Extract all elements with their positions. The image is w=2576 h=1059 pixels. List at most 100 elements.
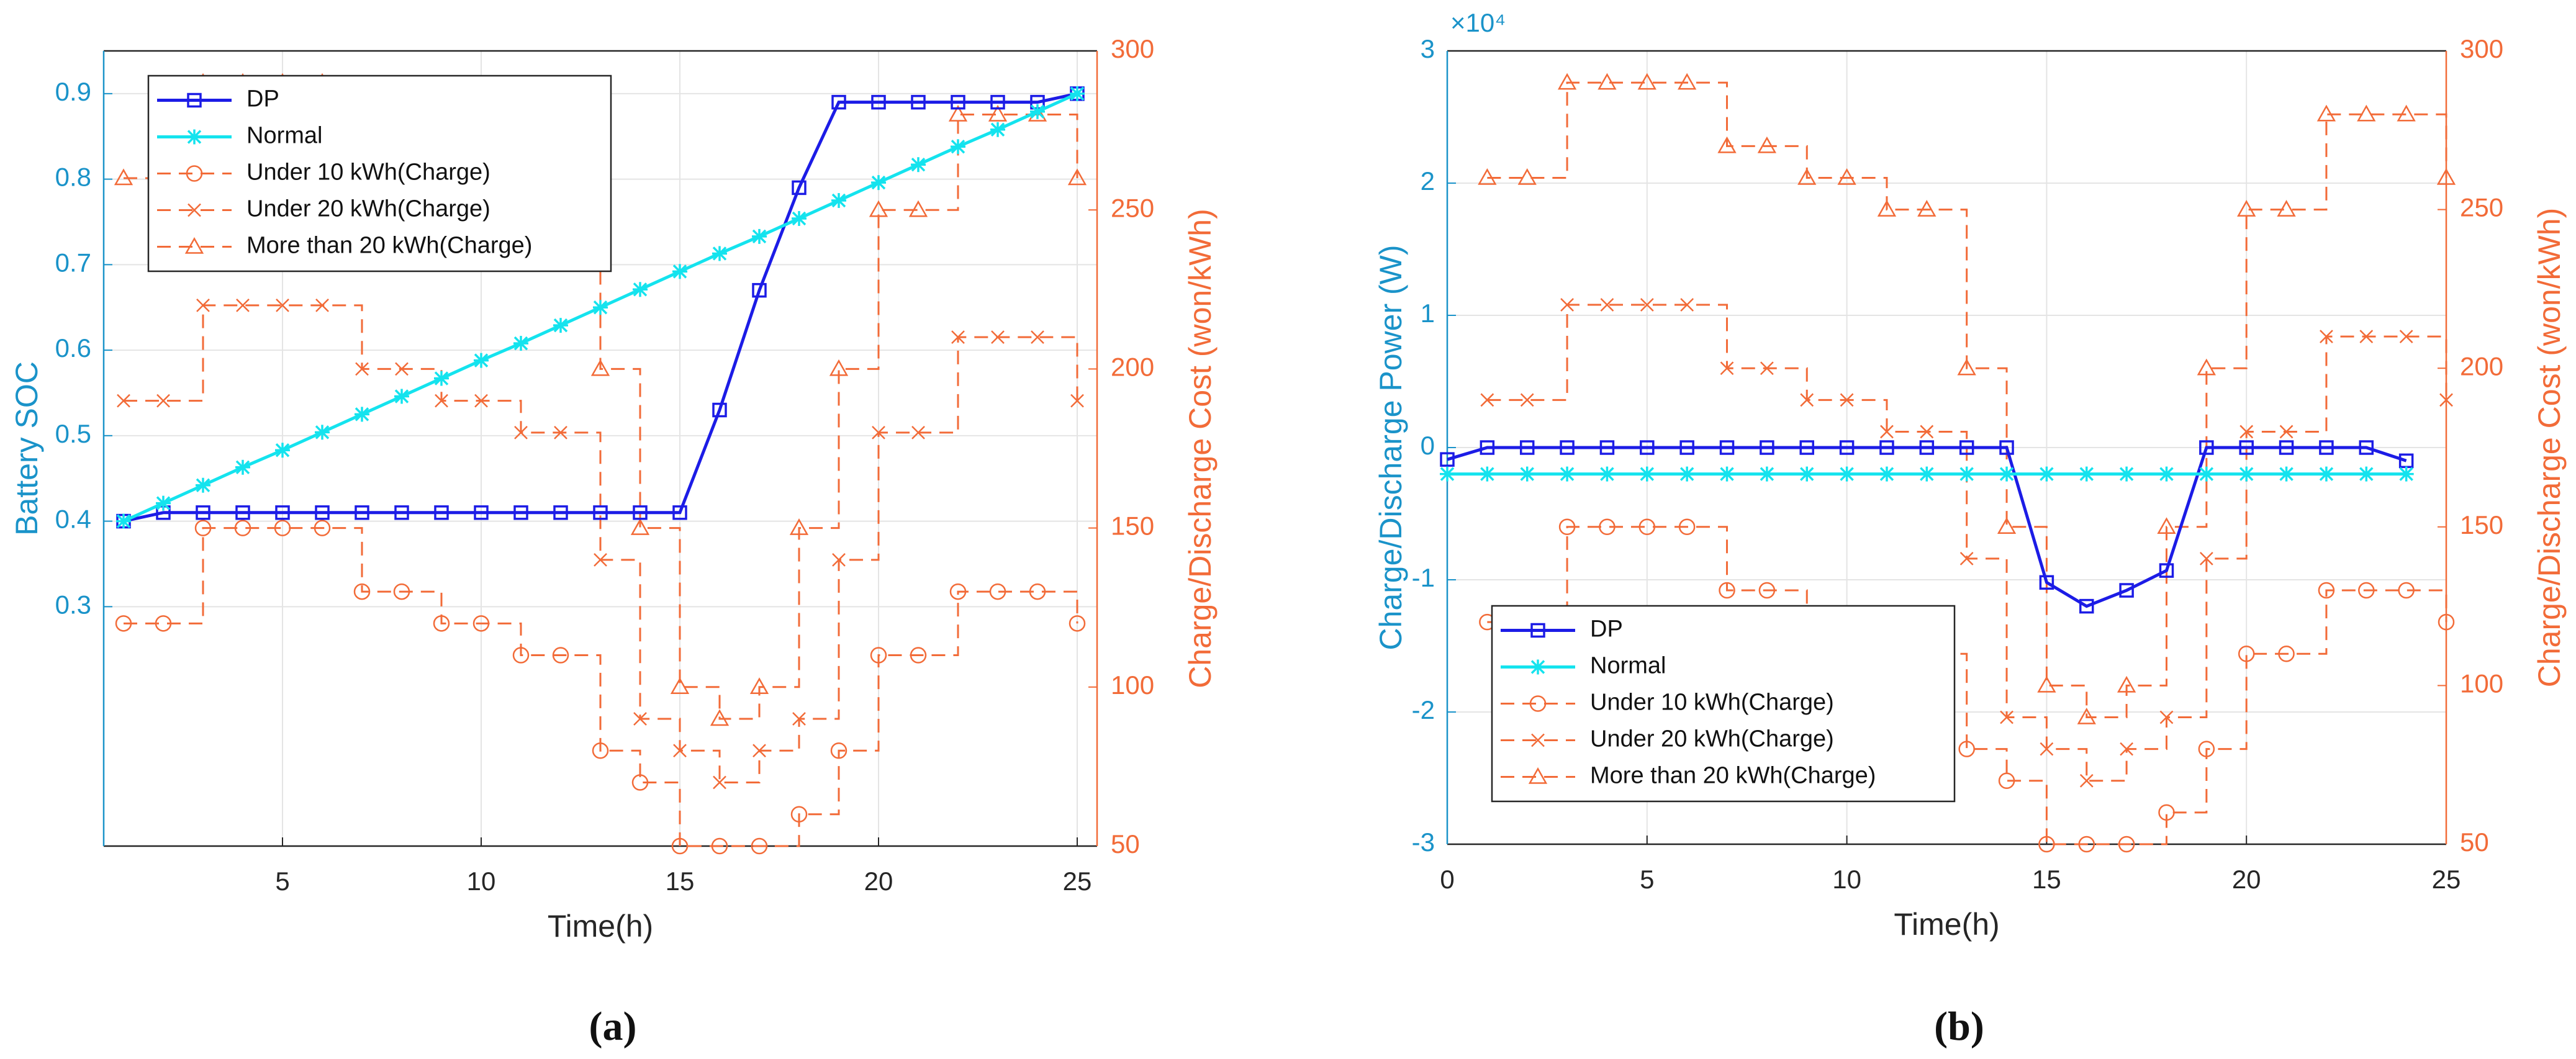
marker-circle	[2278, 646, 2295, 662]
marker-star	[633, 282, 648, 297]
marker-star	[1070, 86, 1085, 101]
marker-circle	[1998, 772, 2015, 790]
y-axis-label: Battery SOC	[9, 361, 44, 536]
marker-circle	[353, 583, 371, 600]
marker-x	[752, 744, 766, 758]
marker-circle	[194, 520, 212, 536]
marker-star	[2079, 466, 2094, 482]
marker-square	[196, 505, 210, 520]
marker-stroke	[1840, 393, 1854, 407]
y2-tick-label: 250	[2460, 193, 2503, 222]
marker-triangle	[670, 677, 690, 695]
marker-star	[2359, 466, 2374, 482]
marker-stroke	[911, 425, 925, 439]
marker-square	[1760, 440, 1774, 455]
marker-circle	[552, 647, 569, 664]
marker-stroke	[395, 362, 409, 376]
marker-circle	[1678, 518, 1696, 536]
marker-x	[395, 362, 409, 376]
marker-stroke	[1760, 361, 1774, 376]
series-line	[1487, 81, 2447, 719]
marker-triangle	[829, 359, 849, 376]
marker-stroke	[832, 552, 846, 567]
marker-stroke	[594, 552, 607, 567]
marker-x	[832, 552, 846, 567]
marker-circle	[2438, 613, 2455, 631]
marker-triangle	[908, 200, 928, 217]
y-tick-label: 0.3	[55, 590, 91, 619]
marker-square	[553, 505, 568, 520]
y-tick-label: 0.7	[55, 248, 91, 277]
marker-stroke	[1520, 393, 1534, 407]
marker-stroke	[752, 744, 766, 758]
marker-stroke	[1720, 361, 1734, 376]
marker-star	[1530, 659, 1545, 675]
marker-triangle	[2077, 707, 2096, 724]
marker-circle	[790, 806, 808, 823]
marker-stroke	[2399, 330, 2413, 343]
marker-stroke	[2279, 425, 2294, 439]
marker-triangle	[2397, 104, 2416, 122]
marker-square	[911, 94, 926, 110]
marker-triangle	[1598, 73, 1617, 90]
marker-x	[188, 203, 201, 217]
marker-circle	[2118, 836, 2135, 853]
y-tick-label: 0.9	[55, 77, 91, 106]
marker-stroke	[2320, 330, 2333, 343]
marker-stroke	[2439, 393, 2453, 407]
marker-x	[872, 425, 885, 439]
marker-stroke	[435, 394, 448, 408]
marker-square	[1480, 440, 1495, 455]
marker-x	[1720, 361, 1734, 376]
marker-stroke	[355, 362, 369, 376]
marker-triangle	[1797, 168, 1817, 185]
marker-square	[2079, 598, 2094, 614]
marker-x	[2120, 742, 2134, 756]
marker-stroke	[1560, 298, 1574, 312]
marker-x	[474, 394, 488, 408]
marker-star	[1480, 466, 1495, 482]
marker-x	[117, 394, 130, 408]
marker-stroke	[1531, 733, 1545, 747]
marker-stroke	[2079, 773, 2094, 788]
marker-triangle	[1997, 517, 2017, 534]
marker-stroke	[713, 775, 726, 790]
marker-stroke	[1920, 425, 1934, 439]
y2-tick-label: 150	[1111, 511, 1154, 541]
marker-circle	[1069, 615, 1086, 632]
marker-star	[990, 122, 1005, 137]
marker-square	[474, 505, 489, 520]
marker-x	[1560, 298, 1574, 312]
marker-triangle	[1957, 358, 1976, 376]
marker-stroke	[188, 203, 201, 217]
marker-star	[831, 193, 846, 209]
marker-x	[2159, 710, 2174, 724]
marker-x	[1880, 425, 1894, 439]
marker-x	[2079, 773, 2094, 788]
marker-triangle	[1478, 168, 1497, 185]
marker-x	[951, 330, 965, 345]
marker-stroke	[2120, 742, 2134, 756]
y2-axis-label: Charge/Discharge Cost (won/kWh)	[2532, 208, 2567, 688]
chart-panel: 5 10 15 20 25 0.3 0.4 0.5 0.6 0.7 0.8 0.9 50 100 150 20…	[9, 34, 1218, 1049]
x-tick-label: 15	[2032, 865, 2061, 894]
marker-star	[156, 495, 171, 511]
x-tick-label: 10	[1832, 865, 1861, 894]
x-tick-label: 20	[864, 867, 893, 896]
marker-star	[434, 371, 449, 386]
marker-circle	[274, 520, 291, 536]
marker-x	[1031, 330, 1044, 345]
x-tick-label: 15	[666, 867, 695, 896]
marker-star	[792, 210, 807, 226]
y2-tick-label: 100	[1111, 670, 1154, 700]
marker-triangle	[1877, 200, 1897, 217]
marker-star	[235, 459, 250, 475]
marker-stroke	[792, 712, 806, 726]
marker-star	[1799, 466, 1815, 482]
y-tick-label: -3	[1412, 827, 1435, 857]
x-axis-label: Time(h)	[548, 909, 653, 944]
marker-square	[633, 505, 648, 520]
legend-label: DP	[246, 86, 279, 112]
marker-stroke	[1959, 552, 1974, 566]
marker-triangle	[2277, 200, 2296, 217]
